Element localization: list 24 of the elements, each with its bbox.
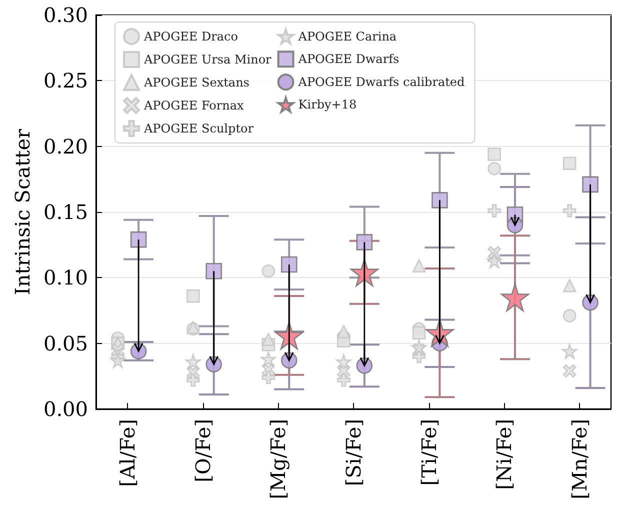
x-tick-label: [Mn/Fe]	[567, 419, 592, 500]
x-tick-label: [Ti/Fe]	[416, 419, 441, 486]
y-axis-title: Intrinsic Scatter	[10, 128, 35, 296]
x-tick-label: [Al/Fe]	[116, 419, 140, 487]
legend-label: APOGEE Dwarfs	[297, 52, 400, 66]
x-tick-label: [Mg/Fe]	[266, 419, 290, 500]
y-tick-label: 0.30	[43, 3, 88, 27]
y-tick-label: 0.05	[43, 331, 88, 356]
x-tick-label: [O/Fe]	[190, 419, 215, 482]
x-tick-label: [Si/Fe]	[342, 419, 366, 486]
y-tick-label: 0.10	[43, 266, 88, 290]
legend-label: APOGEE Carina	[297, 30, 397, 44]
legend-label: Kirby+18	[298, 98, 357, 112]
legend-label: APOGEE Sextans	[143, 76, 250, 90]
x-tick-label: [Ni/Fe]	[492, 419, 516, 490]
y-tick-label: 0.20	[43, 134, 88, 158]
legend-label: APOGEE Sculptor	[143, 122, 254, 136]
legend-label: APOGEE Ursa Minor	[143, 52, 272, 66]
legend-label: APOGEE Draco	[143, 30, 238, 44]
y-tick-label: 0.00	[43, 397, 88, 421]
y-tick-label: 0.25	[43, 68, 88, 93]
legend-label: APOGEE Dwarfs calibrated	[297, 75, 466, 90]
y-tick-label: 0.15	[43, 200, 88, 224]
legend-label: APOGEE Fornax	[143, 98, 244, 112]
